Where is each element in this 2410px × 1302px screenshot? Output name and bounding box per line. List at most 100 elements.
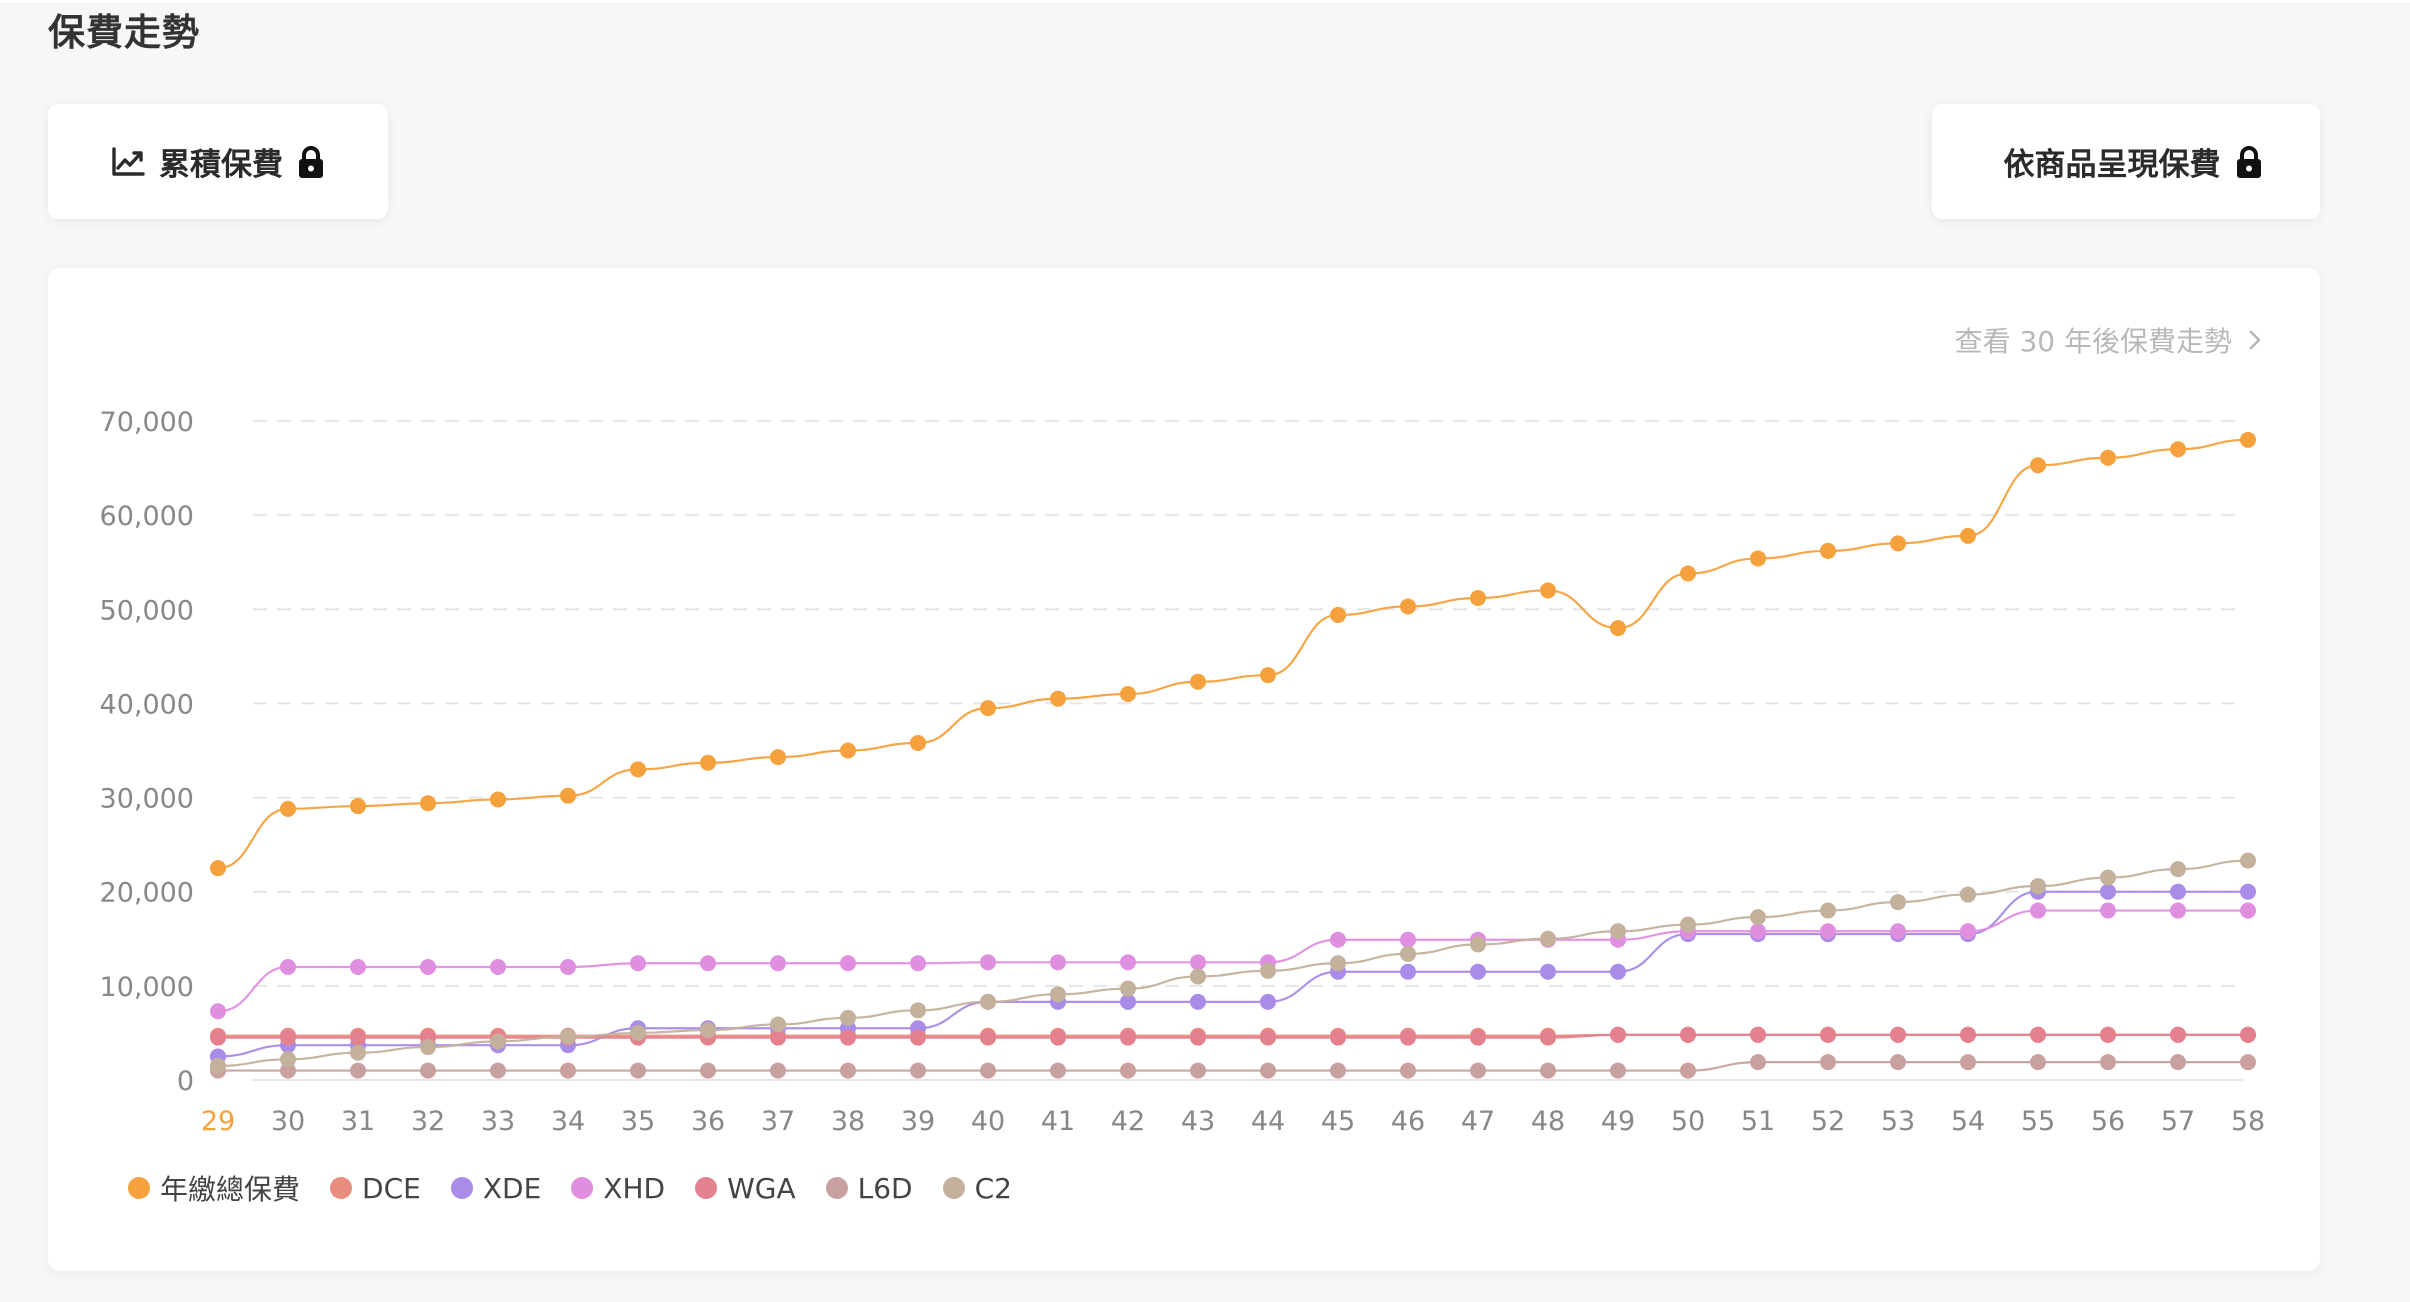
data-point[interactable] (560, 959, 576, 976)
data-point[interactable] (1260, 962, 1276, 979)
data-point[interactable] (2240, 852, 2256, 869)
data-point[interactable] (1540, 582, 1556, 599)
data-point[interactable] (2030, 878, 2046, 895)
data-point[interactable] (1400, 963, 1416, 980)
data-point[interactable] (2170, 1026, 2186, 1043)
data-point[interactable] (1470, 589, 1486, 606)
data-point[interactable] (1120, 686, 1136, 703)
data-point[interactable] (910, 734, 926, 751)
data-point[interactable] (1960, 923, 1976, 940)
data-point[interactable] (2100, 1026, 2116, 1043)
data-point[interactable] (1190, 1029, 1206, 1046)
data-point[interactable] (420, 1062, 436, 1079)
data-point[interactable] (770, 1029, 786, 1046)
data-point[interactable] (980, 1029, 996, 1046)
data-point[interactable] (420, 1039, 436, 1056)
data-point[interactable] (630, 761, 646, 778)
data-point[interactable] (840, 1029, 856, 1046)
data-point[interactable] (2030, 902, 2046, 919)
legend-item[interactable]: XDE (450, 1172, 541, 1205)
data-point[interactable] (1750, 909, 1766, 926)
data-point[interactable] (1330, 606, 1346, 623)
data-point[interactable] (490, 1033, 506, 1050)
data-point[interactable] (1680, 565, 1696, 582)
data-point[interactable] (2170, 861, 2186, 878)
data-point[interactable] (1610, 1062, 1626, 1079)
data-point[interactable] (1330, 1029, 1346, 1046)
data-point[interactable] (2100, 902, 2116, 919)
data-point[interactable] (980, 1062, 996, 1079)
data-point[interactable] (1820, 923, 1836, 940)
data-point[interactable] (280, 800, 296, 817)
data-point[interactable] (1400, 931, 1416, 948)
data-point[interactable] (1540, 963, 1556, 980)
data-point[interactable] (1610, 923, 1626, 940)
data-point[interactable] (490, 1062, 506, 1079)
data-point[interactable] (980, 993, 996, 1010)
data-point[interactable] (210, 1003, 226, 1020)
data-point[interactable] (210, 860, 226, 877)
data-point[interactable] (2240, 1054, 2256, 1071)
data-point[interactable] (2170, 1054, 2186, 1071)
data-point[interactable] (2030, 457, 2046, 474)
data-point[interactable] (980, 700, 996, 717)
data-point[interactable] (2100, 883, 2116, 900)
data-point[interactable] (1890, 535, 1906, 552)
data-point[interactable] (280, 959, 296, 976)
data-point[interactable] (630, 1062, 646, 1079)
data-point[interactable] (630, 955, 646, 972)
data-point[interactable] (1960, 886, 1976, 903)
data-point[interactable] (1190, 1062, 1206, 1079)
data-point[interactable] (840, 1062, 856, 1079)
data-point[interactable] (1050, 1062, 1066, 1079)
data-point[interactable] (1260, 1062, 1276, 1079)
data-point[interactable] (1330, 955, 1346, 972)
data-point[interactable] (1750, 1026, 1766, 1043)
data-point[interactable] (700, 1062, 716, 1079)
data-point[interactable] (1400, 1062, 1416, 1079)
cumulative-premium-button[interactable]: 累積保費 (48, 104, 388, 219)
data-point[interactable] (1820, 542, 1836, 559)
data-point[interactable] (280, 1051, 296, 1068)
data-point[interactable] (1190, 993, 1206, 1010)
data-point[interactable] (700, 1022, 716, 1039)
data-point[interactable] (1400, 945, 1416, 962)
data-point[interactable] (700, 754, 716, 771)
data-point[interactable] (1680, 1062, 1696, 1079)
data-point[interactable] (1750, 1054, 1766, 1071)
data-point[interactable] (1540, 930, 1556, 947)
data-point[interactable] (1260, 1029, 1276, 1046)
data-point[interactable] (350, 1062, 366, 1079)
data-point[interactable] (1050, 690, 1066, 707)
data-point[interactable] (1470, 1029, 1486, 1046)
data-point[interactable] (2030, 1054, 2046, 1071)
data-point[interactable] (1260, 667, 1276, 684)
data-point[interactable] (210, 1029, 226, 1046)
legend-item[interactable]: DCE (330, 1172, 421, 1205)
legend-item[interactable]: WGA (695, 1172, 796, 1205)
data-point[interactable] (1050, 954, 1066, 971)
data-point[interactable] (1960, 1026, 1976, 1043)
data-point[interactable] (1400, 598, 1416, 615)
data-point[interactable] (700, 955, 716, 972)
data-point[interactable] (1120, 1062, 1136, 1079)
data-point[interactable] (1120, 993, 1136, 1010)
data-point[interactable] (1120, 980, 1136, 997)
data-point[interactable] (350, 959, 366, 976)
data-point[interactable] (1890, 894, 1906, 911)
data-point[interactable] (1890, 923, 1906, 940)
data-point[interactable] (1470, 963, 1486, 980)
data-point[interactable] (420, 959, 436, 976)
data-point[interactable] (910, 1002, 926, 1019)
legend-item[interactable]: C2 (942, 1172, 1012, 1205)
data-point[interactable] (2170, 441, 2186, 458)
data-point[interactable] (2240, 902, 2256, 919)
data-point[interactable] (1750, 923, 1766, 940)
data-point[interactable] (280, 1062, 296, 1079)
data-point[interactable] (770, 749, 786, 766)
data-point[interactable] (350, 798, 366, 815)
data-point[interactable] (770, 1016, 786, 1033)
data-point[interactable] (1120, 954, 1136, 971)
data-point[interactable] (1820, 902, 1836, 919)
data-point[interactable] (1330, 931, 1346, 948)
